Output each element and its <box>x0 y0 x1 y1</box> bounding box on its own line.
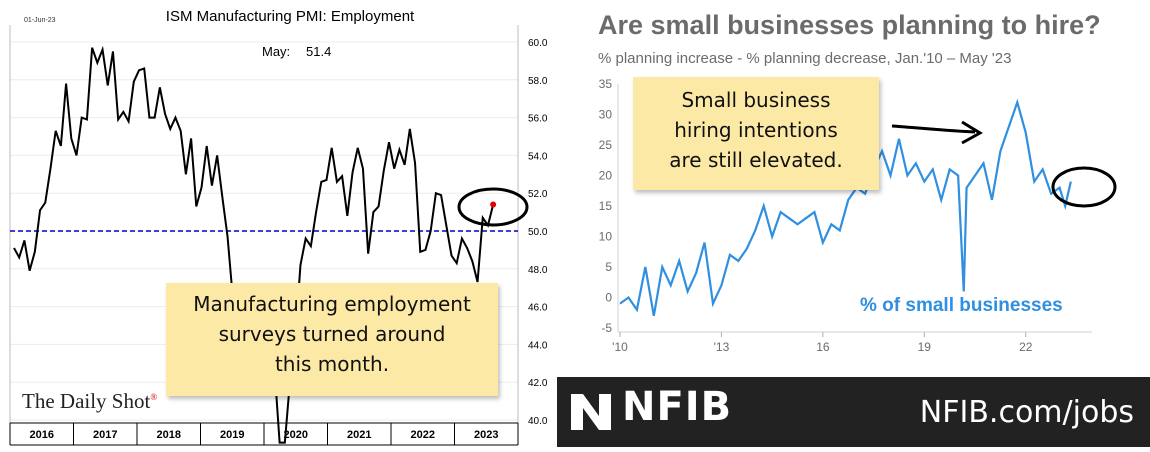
y-tick-label: 44.0 <box>528 340 548 351</box>
right-note-line-2: hiring intentions <box>674 118 838 142</box>
nfib-url-link[interactable]: NFIB.com/jobs <box>919 395 1134 430</box>
left-note-line-2: surveys turned around <box>218 322 446 346</box>
nfib-y-tick-label: 0 <box>605 291 612 305</box>
year-label: 2022 <box>411 429 435 441</box>
nfib-x-tick-label: 22 <box>1019 340 1033 354</box>
left-sticky-note: Manufacturing employment surveys turned … <box>166 283 498 396</box>
right-note-line-1: Small business <box>681 88 831 112</box>
right-sticky-note: Small business hiring intentions are sti… <box>633 77 879 190</box>
daily-shot-text: The Daily Shot <box>22 389 151 413</box>
nfib-chart-panel: Are small businesses planning to hire? %… <box>570 0 1150 447</box>
chart-title: ISM Manufacturing PMI: Employment <box>166 8 415 25</box>
latest-label: May: <box>262 44 290 59</box>
nfib-y-tick-label: 25 <box>599 138 613 152</box>
y-tick-label: 60.0 <box>528 38 548 49</box>
latest-value: 51.4 <box>306 44 331 59</box>
y-tick-label: 56.0 <box>528 114 548 125</box>
y-tick-label: 54.0 <box>528 151 548 162</box>
arrow-head <box>961 120 983 145</box>
y-tick-label: 58.0 <box>528 76 548 87</box>
nfib-chart-subtitle: % planning increase - % planning decreas… <box>598 50 1011 67</box>
year-label: 2019 <box>220 429 244 441</box>
nfib-y-tick-label: 30 <box>599 108 613 122</box>
year-label: 2023 <box>474 429 498 441</box>
daily-shot-mark: ® <box>150 392 158 402</box>
nfib-y-tick-label: 5 <box>605 260 612 274</box>
y-tick-label: 40.0 <box>528 416 548 427</box>
year-label: 2021 <box>347 429 371 441</box>
year-label: 2018 <box>157 429 181 441</box>
nfib-highlight-circle <box>1051 166 1117 208</box>
nfib-x-tick-label: '10 <box>612 340 628 354</box>
y-tick-label: 42.0 <box>528 378 548 389</box>
year-label: 2017 <box>93 429 117 441</box>
ism-chart-panel: 01-Jun-23 ISM Manufacturing PMI: Employm… <box>0 0 570 447</box>
nfib-y-tick-label: 35 <box>599 77 613 91</box>
nfib-y-tick-label: 10 <box>599 230 613 244</box>
nfib-y-tick-label: -5 <box>601 321 612 335</box>
nfib-n-mark-icon <box>571 394 611 430</box>
chart-date-label: 01-Jun-23 <box>24 17 56 24</box>
y-tick-label: 52.0 <box>528 189 548 200</box>
nfib-series-label: % of small businesses <box>860 295 1063 316</box>
latest-point-marker <box>490 201 497 208</box>
arrow-shaft <box>891 124 976 134</box>
left-note-line-3: this month. <box>274 352 390 376</box>
nfib-chart-title: Are small businesses planning to hire? <box>598 10 1101 40</box>
nfib-hiring-plans-series <box>619 98 1072 316</box>
left-note-line-1: Manufacturing employment <box>193 292 471 316</box>
highlight-circle <box>457 187 529 227</box>
year-label: 2020 <box>284 429 308 441</box>
y-tick-label: 50.0 <box>528 227 548 238</box>
nfib-x-tick-label: '13 <box>714 340 730 354</box>
nfib-brand-bar <box>557 377 1150 447</box>
daily-shot-logo: The Daily Shot® <box>22 389 157 414</box>
y-tick-label: 48.0 <box>528 265 548 276</box>
nfib-logo-text: NFIB <box>622 384 733 430</box>
y-tick-label: 46.0 <box>528 303 548 314</box>
nfib-y-tick-label: 15 <box>599 199 613 213</box>
right-note-line-3: are still elevated. <box>669 148 843 172</box>
nfib-y-tick-label: 20 <box>599 169 613 183</box>
nfib-x-tick-label: 19 <box>918 340 932 354</box>
year-label: 2016 <box>30 429 54 441</box>
nfib-x-tick-label: 16 <box>816 340 830 354</box>
nfib-chart: Are small businesses planning to hire? %… <box>598 10 1117 354</box>
